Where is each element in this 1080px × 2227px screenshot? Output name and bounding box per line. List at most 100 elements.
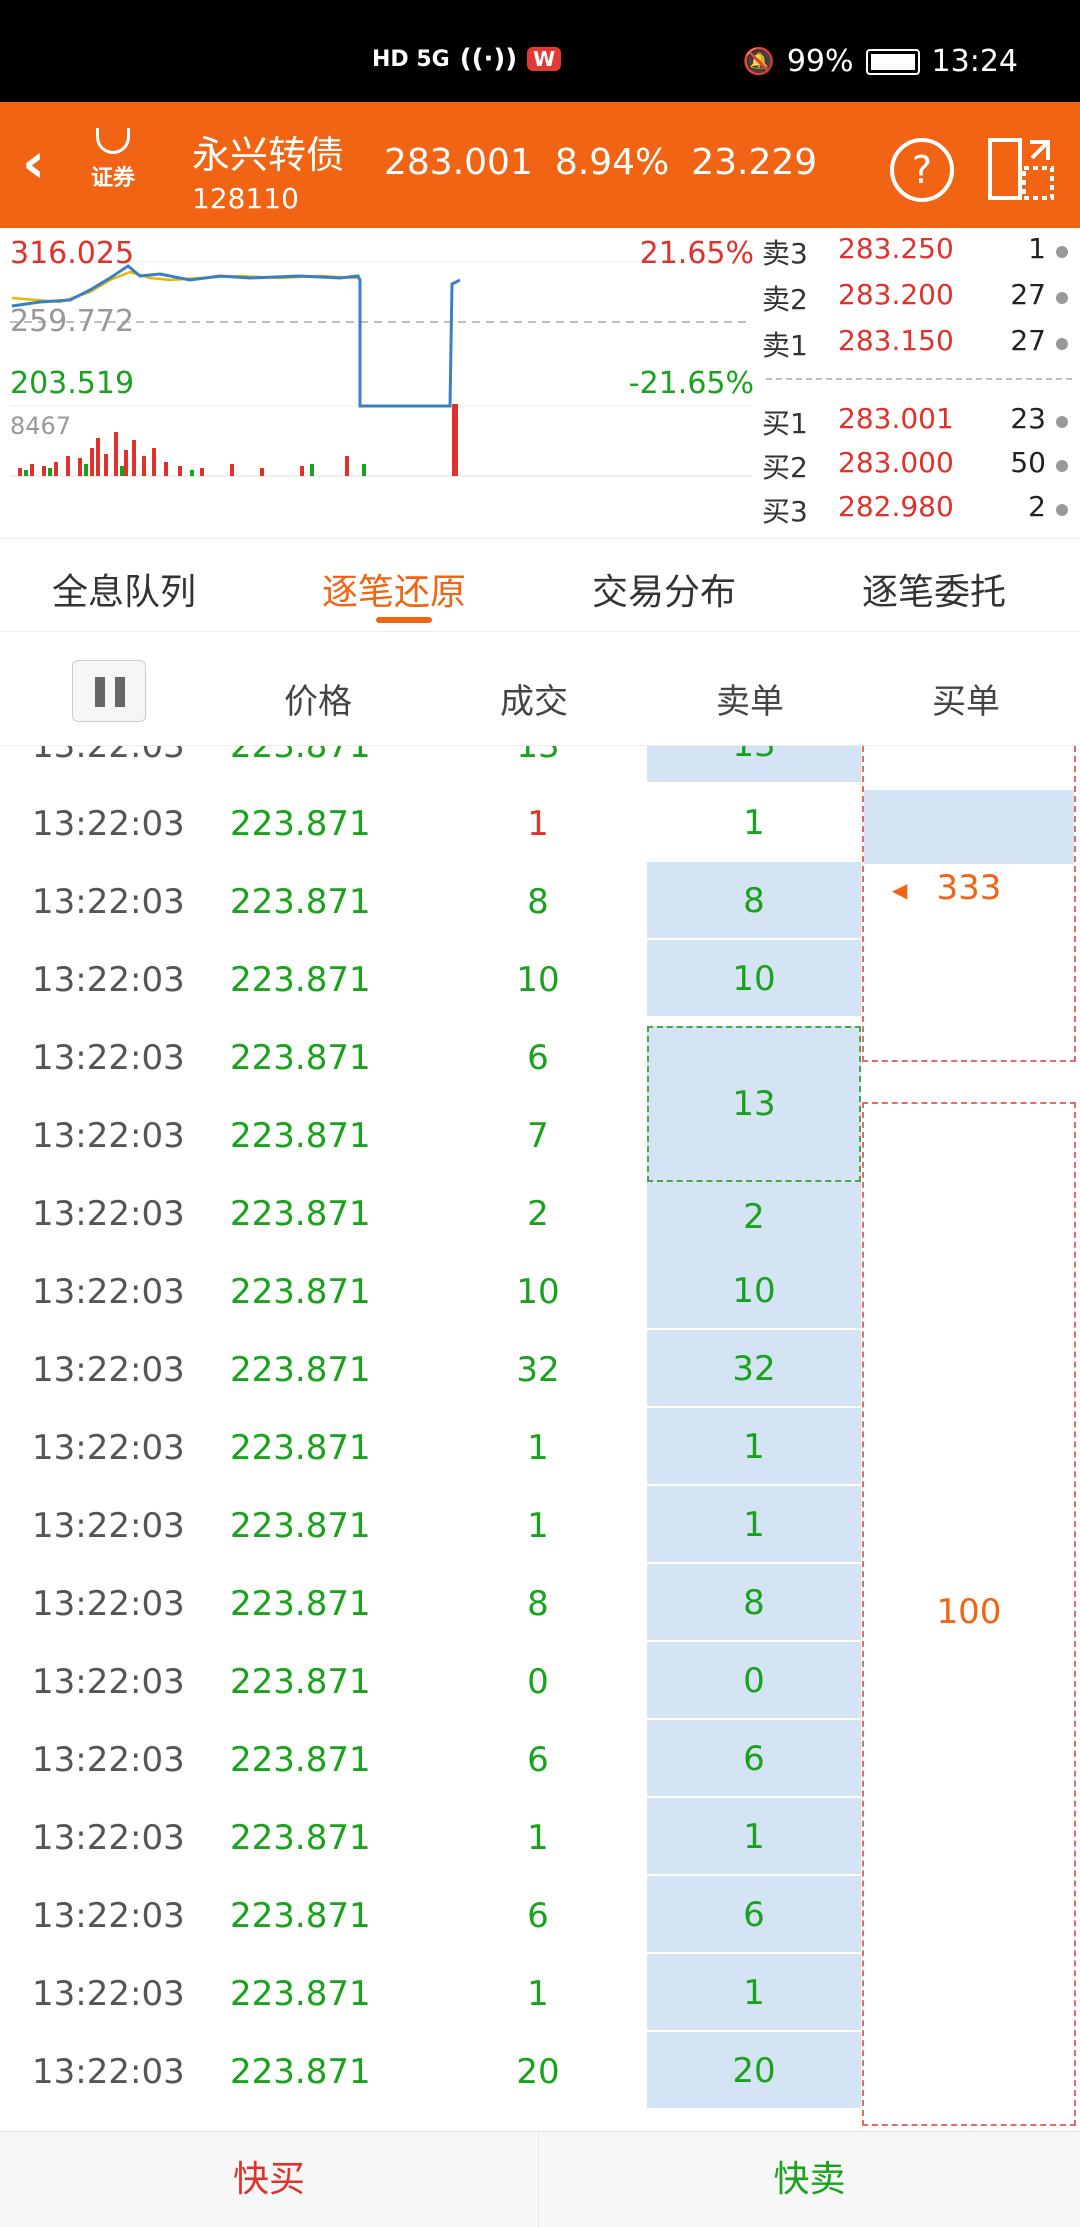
tick-price: 223.871 xyxy=(230,1740,371,1780)
dot-icon xyxy=(1056,416,1068,428)
table-row: 13:22:03 223.871 7 xyxy=(0,1096,1080,1174)
chart-high-label: 316.025 xyxy=(10,236,135,271)
tick-time: 13:22:03 xyxy=(32,1116,185,1156)
tick-volume: 1 xyxy=(527,1974,549,2014)
book-divider xyxy=(766,378,1072,380)
split-screen-icon[interactable] xyxy=(986,134,1056,204)
sell-order-cell[interactable]: 20 xyxy=(647,2032,861,2110)
sell-order-cell[interactable]: 10 xyxy=(647,940,861,1018)
price-volume-svg xyxy=(10,261,752,477)
table-row: 13:22:03 223.871 6 xyxy=(0,1720,1080,1798)
table-row: 13:22:03 223.871 6 xyxy=(0,1018,1080,1096)
tick-time: 13:22:03 xyxy=(32,960,185,1000)
tab-full-queue[interactable]: 全息队列 xyxy=(52,572,197,613)
buy-order-box[interactable]: ◀ 333 xyxy=(862,746,1076,1062)
tick-time: 13:22:03 xyxy=(32,2052,185,2092)
tab-bar: 全息队列 逐笔还原 交易分布 逐笔委托 xyxy=(0,538,1080,632)
table-row: 13:22:03 223.871 6 xyxy=(0,1876,1080,1954)
sell-order-cell[interactable]: 32 xyxy=(647,1330,861,1408)
tick-volume: 32 xyxy=(516,1350,560,1390)
bid-price: 283.000 xyxy=(838,446,954,479)
table-row: 13:22:03 223.871 1 xyxy=(0,784,1080,862)
tick-volume: 20 xyxy=(516,2052,560,2092)
table-row: 13:22:03 223.871 1 xyxy=(0,1954,1080,2032)
sell-order-cell[interactable]: 8 xyxy=(647,1564,861,1642)
tick-time: 13:22:03 xyxy=(32,746,185,766)
bid-volume: 23 xyxy=(1010,402,1046,435)
tick-price: 223.871 xyxy=(230,1116,371,1156)
intraday-chart[interactable]: 316.025 259.772 203.519 21.65% -21.65% 8… xyxy=(0,228,760,482)
tick-price: 223.871 xyxy=(230,1506,371,1546)
table-row: 13:22:03 223.871 10 xyxy=(0,1252,1080,1330)
wifi-icon: ((·)) xyxy=(459,44,518,74)
sell-order-cell[interactable]: 10 xyxy=(647,1252,861,1330)
tick-volume: 0 xyxy=(527,1662,549,1702)
tab-tick-orders[interactable]: 逐笔委托 xyxy=(862,572,1007,613)
logo-mark-icon xyxy=(96,128,130,154)
sell-order-cell[interactable]: 1 xyxy=(647,1408,861,1486)
sell-order-cell[interactable]: 2 xyxy=(647,1182,861,1260)
ask-volume: 27 xyxy=(1010,324,1046,357)
table-row: 13:22:03 223.871 13 xyxy=(0,746,1080,784)
tick-price: 223.871 xyxy=(230,1974,371,2014)
bid-row: 买2 283.000 50 xyxy=(760,446,1080,490)
tick-price: 223.871 xyxy=(230,1584,371,1624)
quick-sell-button[interactable]: 快卖 xyxy=(773,2159,846,2200)
sell-order-cell[interactable]: 8 xyxy=(647,862,861,940)
stock-code: 128110 xyxy=(192,182,299,215)
tick-price: 223.871 xyxy=(230,1350,371,1390)
tick-time: 13:22:03 xyxy=(32,882,185,922)
tab-trade-distribution[interactable]: 交易分布 xyxy=(592,572,737,613)
bid-label: 买3 xyxy=(762,495,808,528)
help-button[interactable]: ? xyxy=(890,138,954,202)
tick-volume: 6 xyxy=(527,1038,549,1078)
back-icon[interactable]: ‹ xyxy=(22,131,46,196)
tick-volume: 8 xyxy=(527,882,549,922)
table-row: 13:22:03 223.871 0 xyxy=(0,1642,1080,1720)
buy-order-volume: 100 xyxy=(936,1592,1002,1632)
tick-time: 13:22:03 xyxy=(32,1740,185,1780)
quick-buy-button[interactable]: 快买 xyxy=(0,2132,539,2227)
tick-price: 223.871 xyxy=(230,960,371,1000)
battery-percent: 99% xyxy=(786,44,854,79)
buy-order-box[interactable]: 100 xyxy=(862,1102,1076,2126)
tab-tick-restore[interactable]: 逐笔还原 xyxy=(322,572,467,613)
col-sell: 卖单 xyxy=(716,682,784,722)
bid-row: 买3 282.980 2 xyxy=(760,490,1080,534)
pause-button[interactable] xyxy=(72,660,146,722)
table-row: 13:22:03 223.871 1 xyxy=(0,1798,1080,1876)
sell-order-cell[interactable]: 6 xyxy=(647,1720,861,1798)
ask-price: 283.250 xyxy=(838,232,954,265)
sell-order-cell[interactable]: 1 xyxy=(647,784,861,862)
tick-time: 13:22:03 xyxy=(32,1428,185,1468)
tick-time: 13:22:03 xyxy=(32,1584,185,1624)
ask-row: 卖2 283.200 27 xyxy=(760,278,1080,322)
dot-icon xyxy=(1056,246,1068,258)
sell-order-group[interactable]: 13 xyxy=(647,1026,861,1182)
buy-order-highlight xyxy=(864,790,1074,864)
tick-time: 13:22:03 xyxy=(32,1272,185,1312)
table-row: 13:22:03 223.871 8 xyxy=(0,862,1080,940)
tick-time: 13:22:03 xyxy=(32,1194,185,1234)
ask-label: 卖1 xyxy=(762,329,808,362)
sell-order-cell[interactable]: 1 xyxy=(647,1798,861,1876)
clock: 13:24 xyxy=(931,44,1018,79)
table-row: 13:22:03 223.871 20 xyxy=(0,2032,1080,2110)
sell-order-cell[interactable]: 6 xyxy=(647,1876,861,1954)
tick-time: 13:22:03 xyxy=(32,804,185,844)
ask-volume: 1 xyxy=(1028,232,1046,265)
sell-order-cell[interactable]: 0 xyxy=(647,1642,861,1720)
sell-order-cell[interactable]: 1 xyxy=(647,1486,861,1564)
tick-volume: 13 xyxy=(516,746,560,766)
sell-order-cell[interactable]: 13 xyxy=(647,746,861,784)
ask-row: 卖3 283.250 1 xyxy=(760,232,1080,276)
tick-price: 223.871 xyxy=(230,1818,371,1858)
change-amount: 23.229 xyxy=(691,142,818,183)
tick-price: 223.871 xyxy=(230,1038,371,1078)
sell-order-cell[interactable]: 1 xyxy=(647,1954,861,2032)
bid-price: 283.001 xyxy=(838,402,954,435)
tick-list[interactable]: 13:22:03 223.871 13 13:22:03 223.871 1 1… xyxy=(0,746,1080,2131)
stock-header: ‹ 证券 永兴转债 128110 283.001 8.94% 23.229 ? xyxy=(0,102,1080,228)
stock-name: 永兴转债 xyxy=(192,133,345,177)
bid-volume: 50 xyxy=(1010,446,1046,479)
